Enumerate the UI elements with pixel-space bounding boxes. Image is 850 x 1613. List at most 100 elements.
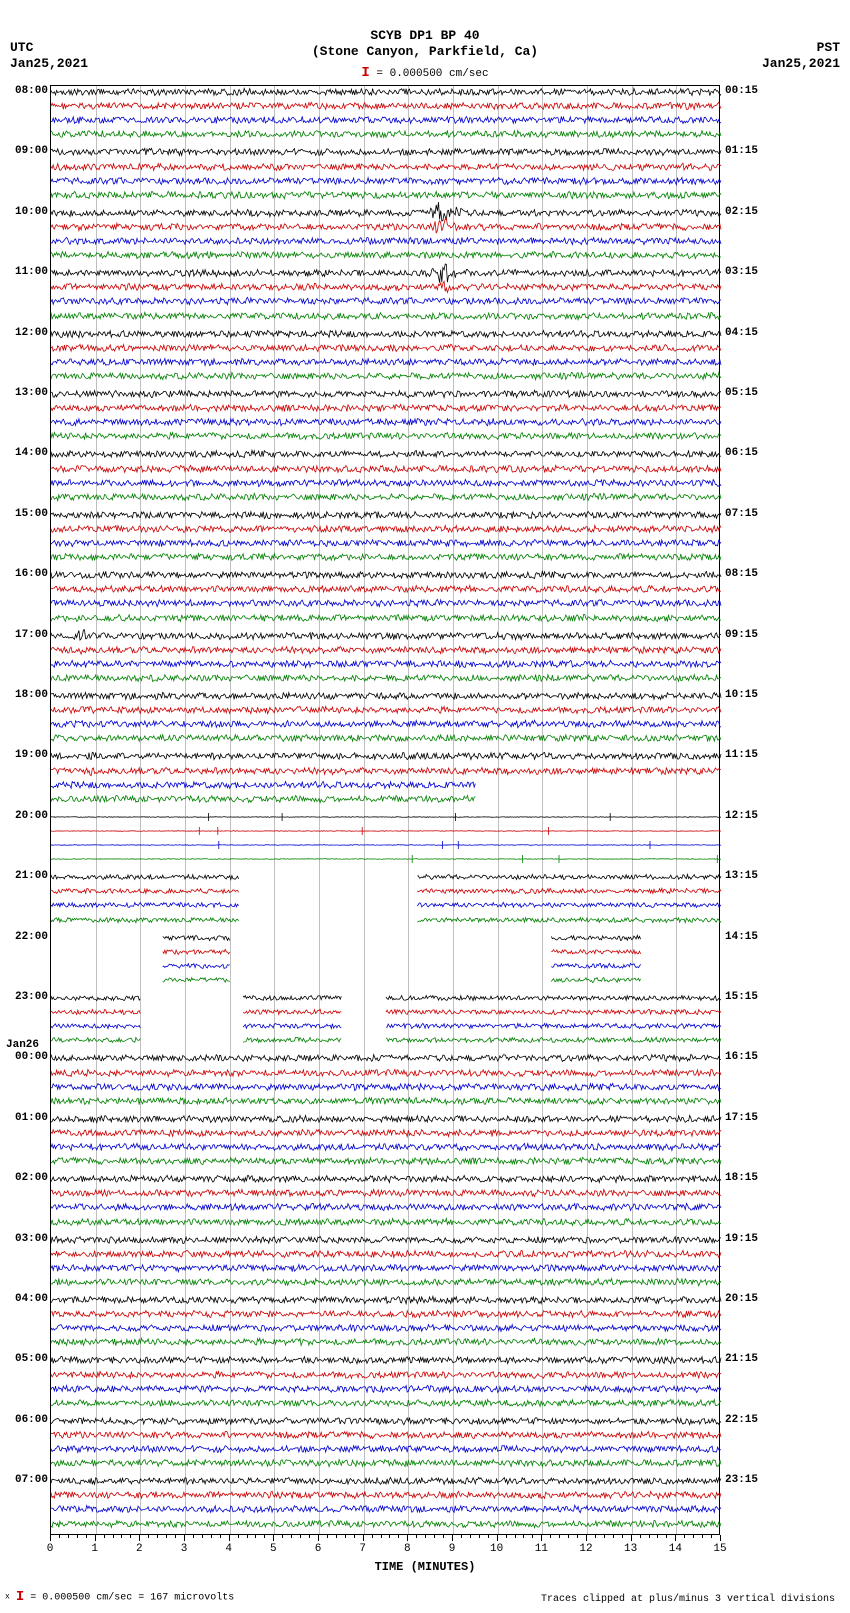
utc-time-label: 06:00 <box>3 1414 48 1426</box>
x-tick-mark <box>184 1535 185 1541</box>
seismic-trace <box>51 678 721 679</box>
x-tick-minor <box>130 1535 131 1538</box>
seismic-trace <box>51 213 721 214</box>
x-tick-minor <box>104 1535 105 1538</box>
seismic-trace <box>51 134 721 135</box>
x-tick-label: 12 <box>579 1543 592 1555</box>
x-tick-label: 14 <box>669 1543 682 1555</box>
x-tick-minor <box>398 1535 399 1538</box>
x-tick-minor <box>550 1535 551 1538</box>
seismic-trace <box>51 998 721 999</box>
seismic-trace <box>51 1342 721 1343</box>
utc-time-label: 14:00 <box>3 447 48 459</box>
x-tick-minor <box>613 1535 614 1538</box>
chart-title: SCYB DP1 BP 40 (Stone Canyon, Parkfield,… <box>0 28 850 59</box>
x-tick-minor <box>59 1535 60 1538</box>
x-axis-label: TIME (MINUTES) <box>0 1560 850 1574</box>
seismic-trace <box>51 557 721 558</box>
pst-time-label: 04:15 <box>725 327 758 339</box>
seismic-trace <box>51 227 721 228</box>
x-tick-minor <box>479 1535 480 1538</box>
x-tick-minor <box>470 1535 471 1538</box>
seismic-trace <box>51 1300 721 1301</box>
utc-time-label: 10:00 <box>3 206 48 218</box>
x-tick-minor <box>345 1535 346 1538</box>
x-tick-minor <box>264 1535 265 1538</box>
x-tick-minor <box>202 1535 203 1538</box>
x-tick-minor <box>461 1535 462 1538</box>
seismic-trace <box>51 845 721 846</box>
x-tick-label: 4 <box>225 1543 232 1555</box>
seismic-trace <box>51 394 721 395</box>
seismic-trace <box>51 738 721 739</box>
pst-time-label: 20:15 <box>725 1293 758 1305</box>
x-tick-minor <box>220 1535 221 1538</box>
seismic-trace <box>51 1389 721 1390</box>
utc-time-label: 21:00 <box>3 870 48 882</box>
pst-time-label: 09:15 <box>725 629 758 641</box>
pst-time-label: 03:15 <box>725 266 758 278</box>
x-tick-minor <box>425 1535 426 1538</box>
seismic-trace <box>51 920 721 921</box>
pst-time-label: 22:15 <box>725 1414 758 1426</box>
seismic-trace <box>51 287 721 288</box>
seismic-trace <box>51 1179 721 1180</box>
footer-left-text: = 0.000500 cm/sec = 167 microvolts <box>30 1593 234 1604</box>
x-tick-minor <box>515 1535 516 1538</box>
seismic-trace <box>51 891 721 892</box>
utc-time-label: 13:00 <box>3 387 48 399</box>
seismic-trace <box>51 273 721 274</box>
x-tick-mark <box>452 1535 453 1541</box>
utc-header: UTC <box>10 40 33 55</box>
grid-line <box>676 86 677 1534</box>
seismic-trace <box>51 301 721 302</box>
x-tick-minor <box>309 1535 310 1538</box>
x-tick-minor <box>282 1535 283 1538</box>
grid-line <box>408 86 409 1534</box>
seismic-trace <box>51 1435 721 1436</box>
x-tick-minor <box>434 1535 435 1538</box>
x-tick-minor <box>416 1535 417 1538</box>
seismic-trace <box>51 469 721 470</box>
seismic-trace <box>51 348 721 349</box>
x-tick-minor <box>640 1535 641 1538</box>
seismic-trace <box>51 877 721 878</box>
x-tick-mark <box>318 1535 319 1541</box>
pst-time-label: 18:15 <box>725 1172 758 1184</box>
grid-line <box>632 86 633 1534</box>
x-tick-mark <box>497 1535 498 1541</box>
pst-time-label: 15:15 <box>725 991 758 1003</box>
pst-time-label: 07:15 <box>725 508 758 520</box>
seismic-trace <box>51 120 721 121</box>
seismic-trace <box>51 905 721 906</box>
title-line2: (Stone Canyon, Parkfield, Ca) <box>312 44 538 59</box>
seismic-trace <box>51 1421 721 1422</box>
grid-line <box>319 86 320 1534</box>
x-tick-label: 13 <box>624 1543 637 1555</box>
x-tick-label: 7 <box>359 1543 366 1555</box>
x-tick-minor <box>372 1535 373 1538</box>
seismic-trace <box>51 422 721 423</box>
seismic-trace <box>51 1101 721 1102</box>
seismic-trace <box>51 603 721 604</box>
utc-time-label: 05:00 <box>3 1353 48 1365</box>
x-tick-minor <box>336 1535 337 1538</box>
seismic-trace <box>51 1012 721 1013</box>
x-tick-minor <box>175 1535 176 1538</box>
seismic-trace <box>51 106 721 107</box>
seismic-trace <box>51 1449 721 1450</box>
seismic-trace <box>51 817 721 818</box>
pst-time-label: 00:15 <box>725 85 758 97</box>
x-tick-minor <box>506 1535 507 1538</box>
seismic-trace <box>51 799 721 800</box>
utc-time-label: 04:00 <box>3 1293 48 1305</box>
x-tick-label: 0 <box>47 1543 54 1555</box>
seismic-trace <box>51 618 721 619</box>
x-tick-label: 15 <box>713 1543 726 1555</box>
seismic-trace <box>51 255 721 256</box>
x-tick-minor <box>693 1535 694 1538</box>
pst-time-label: 10:15 <box>725 689 758 701</box>
pst-time-label: 11:15 <box>725 749 758 761</box>
x-tick-label: 10 <box>490 1543 503 1555</box>
pst-time-label: 08:15 <box>725 568 758 580</box>
